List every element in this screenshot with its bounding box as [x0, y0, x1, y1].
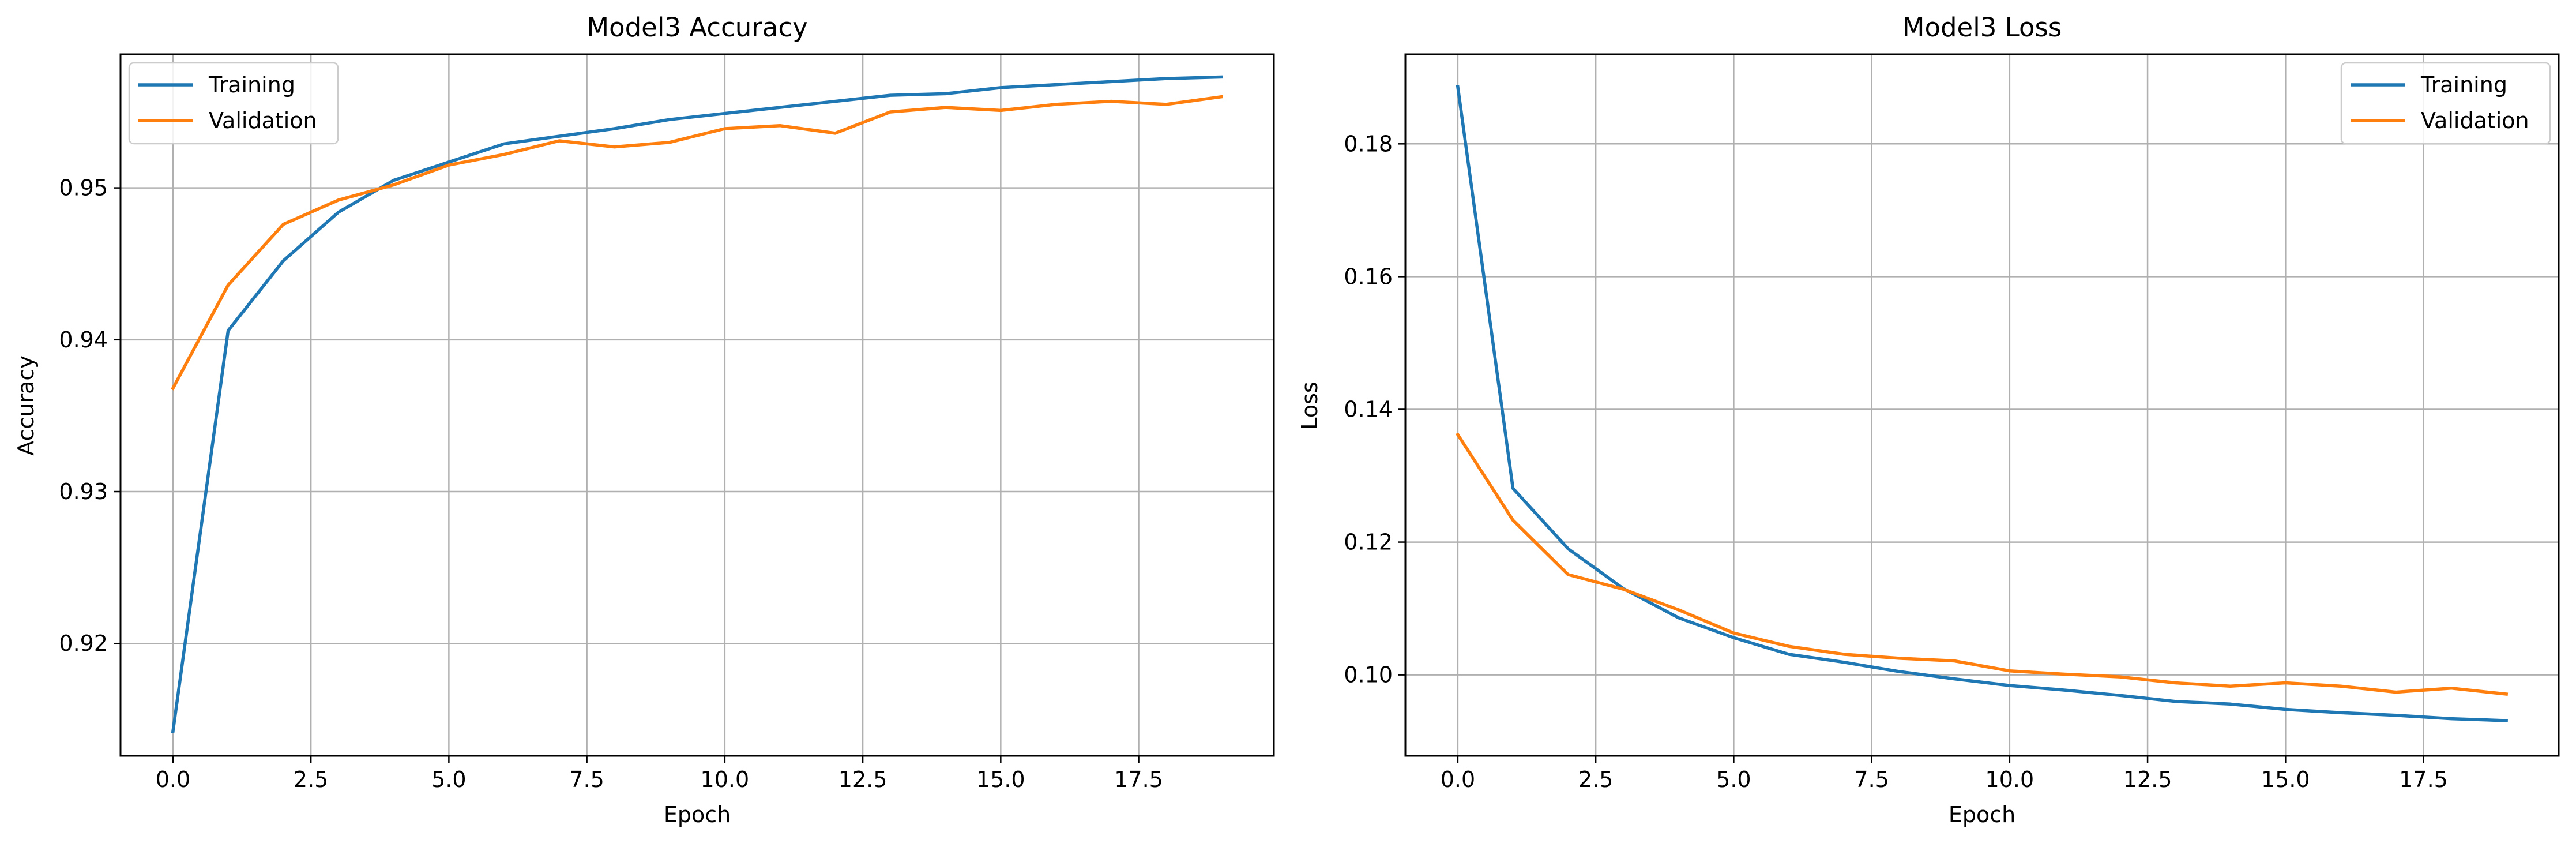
legend: Training Validation	[2340, 62, 2551, 145]
series-line-validation	[171, 95, 1224, 391]
y-tick-label: 0.12	[1344, 530, 1393, 555]
y-tick-label: 0.14	[1344, 396, 1393, 422]
chart-title: Model3 Loss	[1902, 12, 2062, 43]
plot-frame	[1404, 53, 2560, 757]
x-tick-label: 12.5	[2123, 767, 2172, 792]
x-tick-label: 15.0	[2261, 767, 2310, 792]
loss-chart: Model3 Loss Epoch Loss 0.0 2.5 5.0 7.5 10.0 1…	[1297, 12, 2560, 827]
x-tick-label: 2.5	[1578, 767, 1613, 792]
x-tick-label: 10.0	[1985, 767, 2035, 792]
legend-box	[128, 62, 339, 145]
x-tick-label: 17.5	[2399, 767, 2448, 792]
x-tick-label: 0.0	[1441, 767, 1475, 792]
chart-title: Model3 Accuracy	[586, 12, 808, 43]
legend-box	[2340, 62, 2551, 145]
y-axis-label: Accuracy	[13, 355, 39, 456]
series-line-validation	[1456, 432, 2509, 696]
x-tick-label: 2.5	[294, 767, 328, 792]
plot-frame	[119, 53, 1275, 757]
legend-label-training: Training	[2420, 72, 2507, 98]
x-tick-label: 17.5	[1114, 767, 1163, 792]
legend-label-validation: Validation	[209, 108, 317, 133]
x-tick-label: 5.0	[1716, 767, 1751, 792]
axis-ticks: 0.0 2.5 5.0 7.5 10.0 12.5 15.0 17.5 0.92 0.93 0.94…	[59, 175, 1163, 792]
x-axis-label: Epoch	[1949, 802, 2015, 827]
x-tick-label: 15.0	[976, 767, 1025, 792]
y-tick-label: 0.92	[59, 631, 108, 656]
y-tick-label: 0.94	[59, 327, 108, 353]
grid	[1405, 54, 2559, 756]
y-tick-label: 0.95	[59, 175, 108, 201]
legend-label-training: Training	[208, 72, 295, 98]
y-axis-label: Loss	[1297, 381, 1322, 429]
y-tick-label: 0.93	[59, 479, 108, 504]
y-tick-label: 0.10	[1344, 662, 1393, 688]
series-lines	[1456, 85, 2509, 722]
series-lines	[171, 75, 1224, 733]
legend: Training Validation	[128, 62, 339, 145]
y-tick-label: 0.16	[1344, 264, 1393, 289]
series-line-training	[171, 75, 1223, 733]
y-tick-label: 0.18	[1344, 131, 1393, 156]
legend-label-validation: Validation	[2421, 108, 2529, 133]
x-tick-label: 7.5	[1854, 767, 1889, 792]
axis-ticks: 0.0 2.5 5.0 7.5 10.0 12.5 15.0 17.5 0.10 0.12 0.14…	[1344, 131, 2447, 792]
x-axis-label: Epoch	[664, 802, 731, 827]
x-tick-label: 7.5	[569, 767, 604, 792]
grid	[121, 54, 1274, 756]
x-tick-label: 0.0	[156, 767, 190, 792]
x-tick-label: 5.0	[431, 767, 466, 792]
x-tick-label: 10.0	[701, 767, 750, 792]
accuracy-chart: Model3 Accuracy Epoch Accuracy 0.0 2.5 5.0…	[13, 12, 1275, 827]
x-tick-label: 12.5	[838, 767, 888, 792]
